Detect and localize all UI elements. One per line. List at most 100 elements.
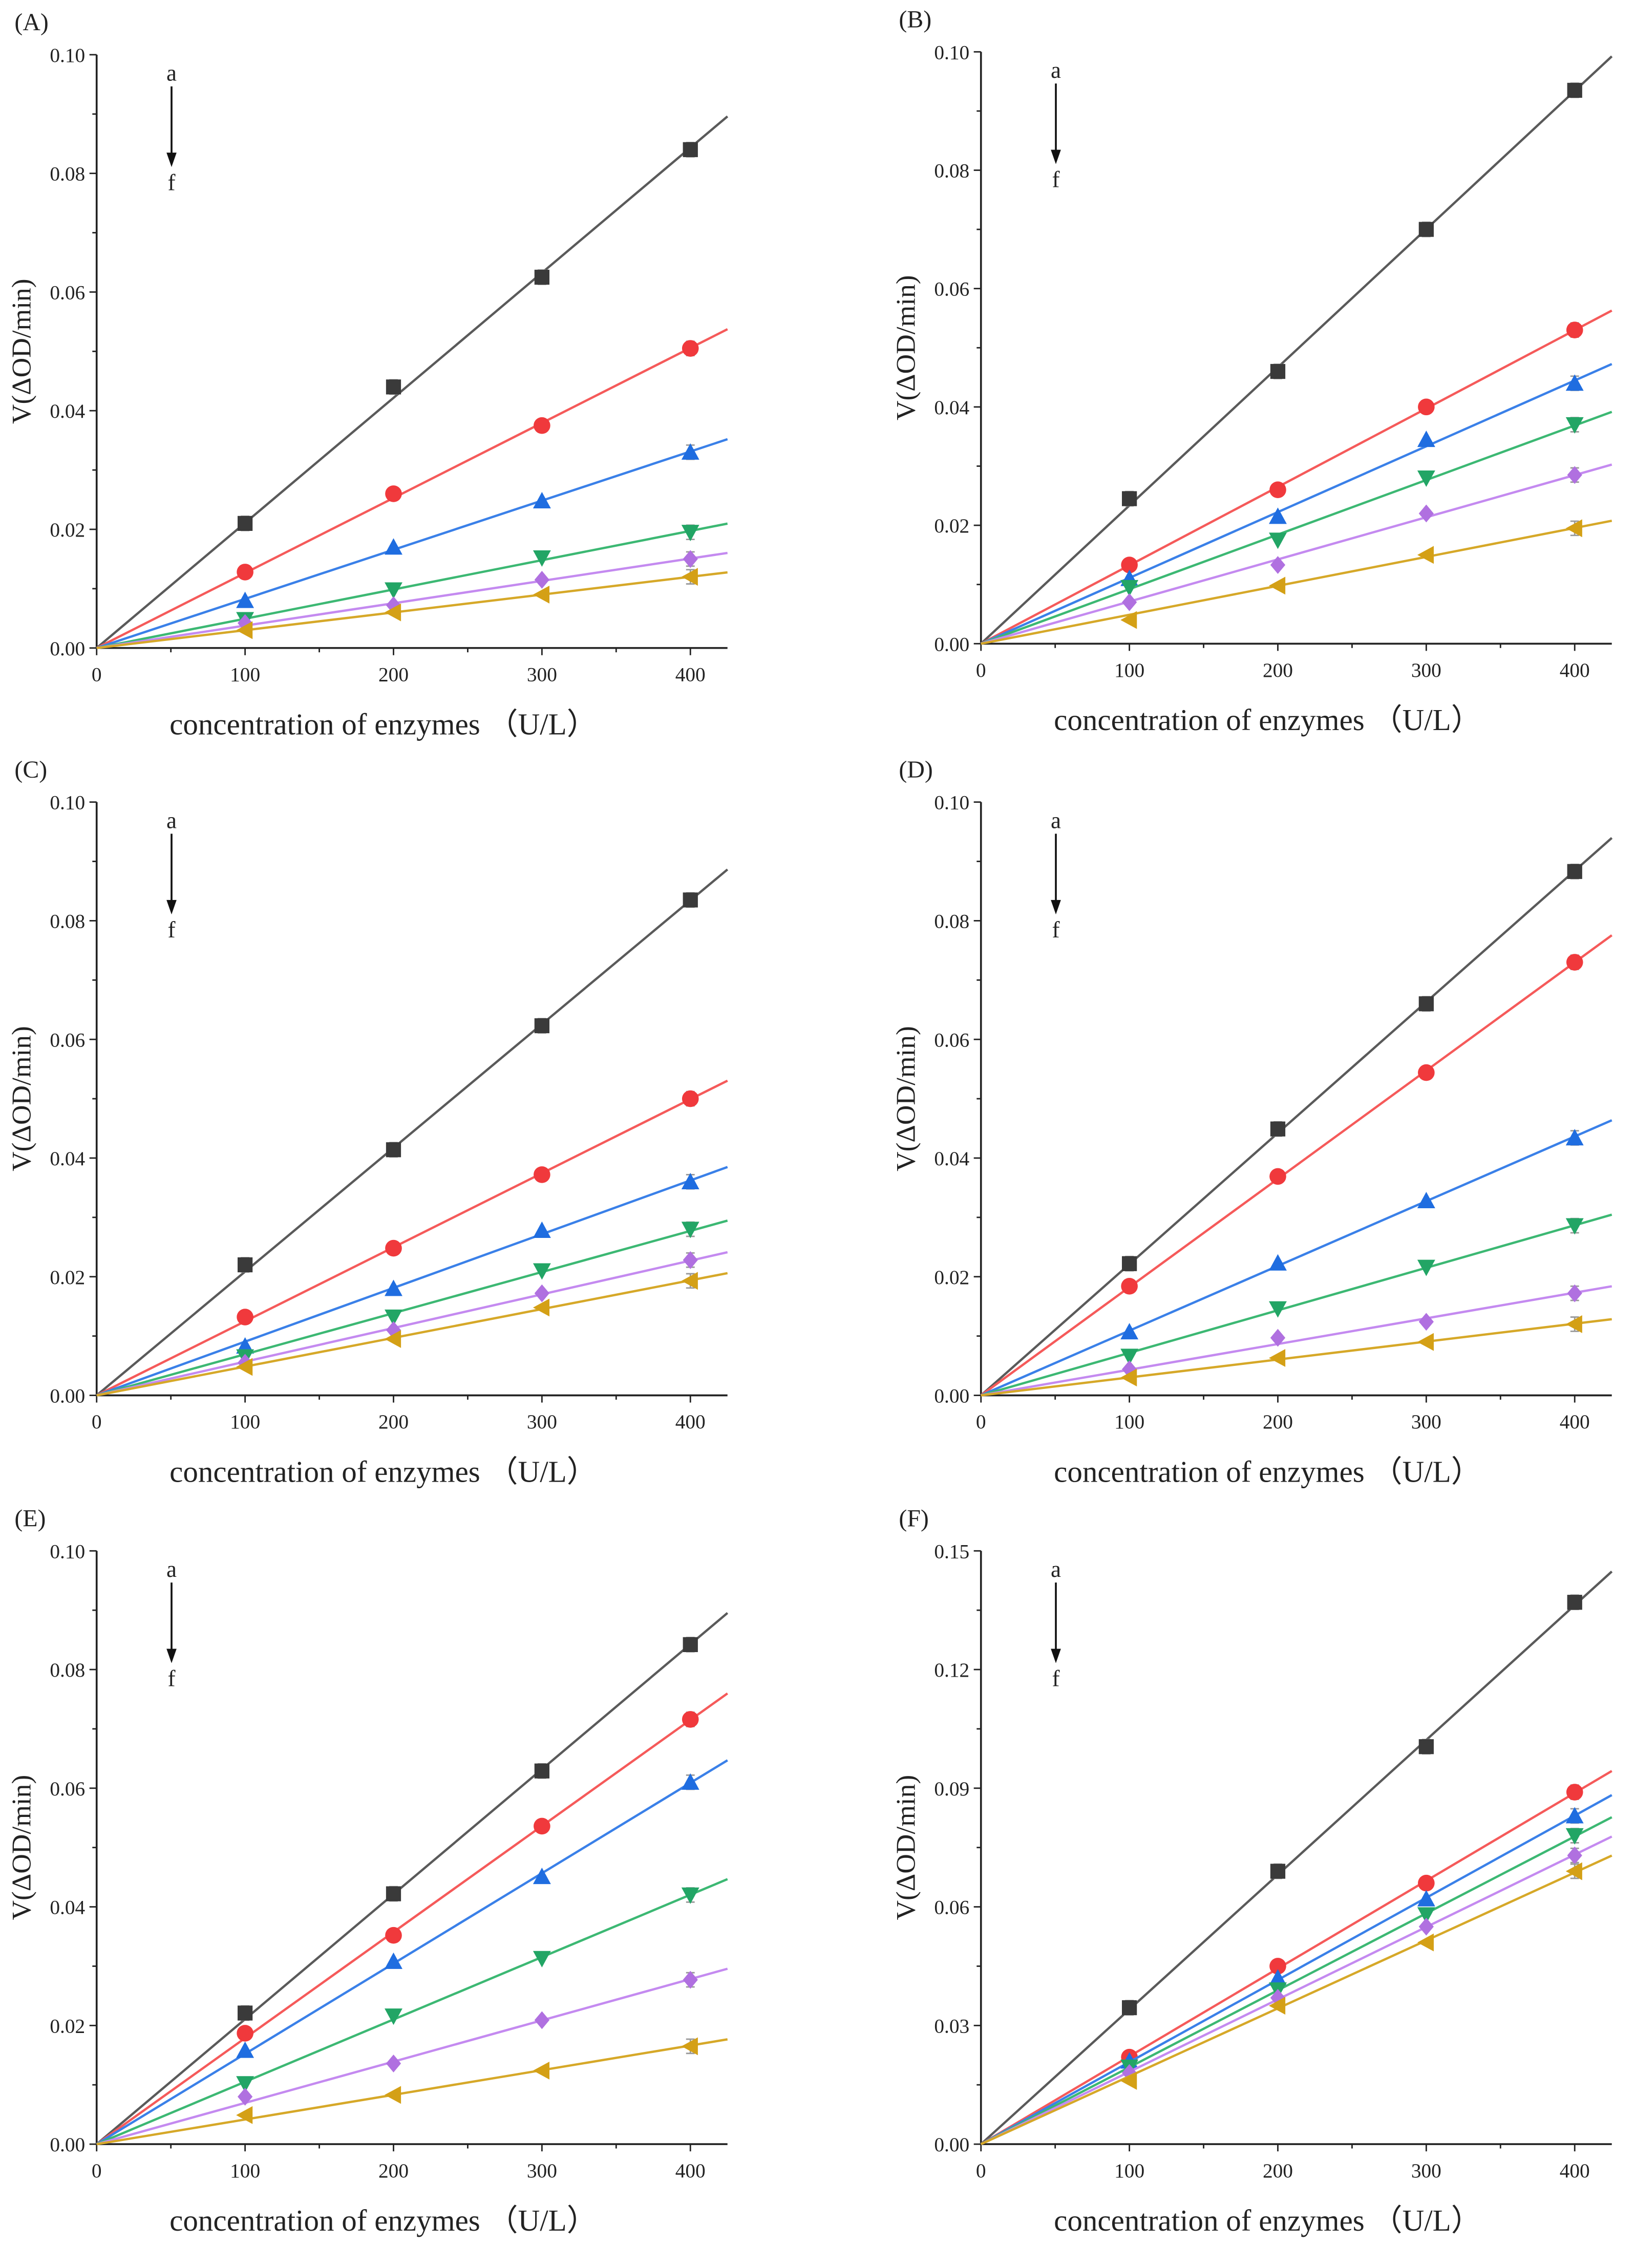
- x-tick-label: 300: [1411, 2159, 1441, 2182]
- x-tick-label: 0: [976, 2159, 986, 2182]
- y-tick-label: 0.00: [934, 2133, 969, 2156]
- diamond-marker: [1418, 1917, 1434, 1936]
- triangle-left-marker: [385, 1330, 401, 1348]
- fit-line-b: [96, 1079, 728, 1397]
- fit-line-d: [980, 411, 1612, 645]
- triangle-down-marker: [533, 1951, 551, 1967]
- fit-line-d: [96, 522, 728, 649]
- fit-line-d: [981, 1213, 1612, 1397]
- triangle-down-marker: [1269, 1301, 1287, 1318]
- x-tick-label: 400: [1560, 1410, 1590, 1433]
- x-tick-label: 0: [92, 1410, 102, 1433]
- fit-line-c: [980, 363, 1612, 645]
- triangle-up-marker: [1417, 431, 1435, 447]
- triangle-up-marker: [1120, 1323, 1139, 1340]
- square-marker: [1121, 2000, 1137, 2016]
- y-tick-label: 0.08: [934, 910, 969, 933]
- x-tick-label: 400: [1560, 2159, 1590, 2182]
- triangle-left-marker: [1565, 1315, 1582, 1333]
- fit-line-f: [96, 2038, 728, 2146]
- diamond-marker: [1270, 1988, 1286, 2007]
- triangle-up-marker: [1269, 1969, 1287, 1986]
- y-axis-title: V(ΔOD/min): [6, 279, 36, 424]
- x-tick-label: 400: [675, 2159, 706, 2182]
- arrow-label-top: a: [1051, 1556, 1061, 1582]
- triangle-down-marker: [1120, 1349, 1139, 1365]
- x-tick-label: 300: [1411, 1410, 1441, 1433]
- triangle-down-marker: [681, 1887, 699, 1904]
- panel-label: (C): [14, 756, 47, 783]
- y-tick-label: 0.08: [50, 163, 85, 185]
- square-marker: [237, 2005, 253, 2021]
- chart-panel: 0 100 200 300 400 0.00 0.02 0.04 0.06 0.08 0.10(C)…: [6, 756, 729, 1488]
- circle-marker: [1269, 481, 1286, 499]
- fit-line-e: [96, 1251, 728, 1397]
- x-tick-label: 400: [675, 663, 706, 686]
- triangle-left-marker: [236, 2106, 253, 2124]
- y-tick-label: 0.04: [50, 1147, 85, 1170]
- triangle-up-marker: [533, 1868, 551, 1885]
- triangle-left-marker: [681, 1272, 698, 1290]
- x-tick-label: 0: [976, 1410, 986, 1433]
- x-tick-label: 300: [527, 663, 557, 686]
- y-tick-label: 0.06: [934, 278, 969, 301]
- triangle-up-marker: [1565, 1807, 1584, 1824]
- triangle-up-marker: [1565, 374, 1584, 391]
- circle-marker: [237, 564, 253, 581]
- x-tick-label: 0: [92, 2159, 102, 2182]
- triangle-left-marker: [385, 603, 401, 622]
- y-tick-label: 0.10: [50, 791, 85, 814]
- triangle-up-marker: [236, 2041, 254, 2058]
- triangle-up-marker: [1417, 1890, 1435, 1907]
- x-axis-title: concentration of enzymes （U/L）: [1054, 1454, 1481, 1488]
- fit-line-f: [96, 571, 728, 649]
- circle-marker: [1566, 954, 1583, 971]
- x-axis-title: concentration of enzymes （U/L）: [169, 707, 597, 741]
- y-axis-title: V(ΔOD/min): [890, 1026, 921, 1171]
- square-marker: [237, 1257, 253, 1273]
- triangle-left-marker: [236, 1358, 253, 1376]
- fit-line-b: [96, 328, 728, 649]
- fit-line-a: [980, 837, 1613, 1397]
- y-tick-label: 0.04: [50, 400, 85, 422]
- arrowhead-icon: [166, 1649, 177, 1663]
- y-tick-label: 0.06: [50, 281, 85, 304]
- square-marker: [683, 1637, 698, 1652]
- triangle-down-marker: [385, 1309, 402, 1326]
- fit-line-a: [96, 115, 729, 649]
- x-tick-label: 300: [527, 1410, 557, 1433]
- panel-label: (A): [14, 9, 48, 36]
- x-tick-label: 300: [527, 2159, 557, 2182]
- y-axis-title: V(ΔOD/min): [6, 1026, 36, 1171]
- diamond-marker: [1418, 1313, 1434, 1331]
- triangle-up-marker: [1417, 1191, 1435, 1209]
- fit-line-a: [980, 55, 1613, 645]
- triangle-down-marker: [1565, 1218, 1584, 1235]
- triangle-down-marker: [1120, 580, 1139, 596]
- diamond-marker: [1567, 466, 1582, 484]
- x-tick-label: 300: [1411, 659, 1441, 681]
- triangle-up-marker: [1269, 507, 1287, 524]
- x-tick-label: 200: [378, 663, 409, 686]
- fit-line-c: [96, 1166, 728, 1397]
- arrow-label-top: a: [1051, 807, 1061, 833]
- triangle-left-marker: [1120, 2072, 1137, 2090]
- circle-marker: [1121, 557, 1138, 573]
- arrowhead-icon: [166, 153, 177, 167]
- triangle-left-marker: [385, 2086, 401, 2104]
- triangle-left-marker: [1565, 519, 1582, 538]
- triangle-left-marker: [1269, 1997, 1286, 2015]
- square-marker: [386, 1886, 401, 1901]
- y-tick-label: 0.09: [934, 1778, 969, 1800]
- triangle-left-marker: [1120, 611, 1137, 629]
- arrow-label-top: a: [166, 1556, 177, 1582]
- y-tick-label: 0.06: [50, 1029, 85, 1051]
- diamond-marker: [534, 571, 549, 589]
- square-marker: [1121, 491, 1137, 506]
- triangle-down-marker: [533, 550, 551, 567]
- circle-marker: [385, 485, 402, 502]
- arrow-label-bottom: f: [168, 917, 176, 943]
- square-marker: [1270, 363, 1286, 379]
- y-tick-label: 0.06: [934, 1029, 969, 1051]
